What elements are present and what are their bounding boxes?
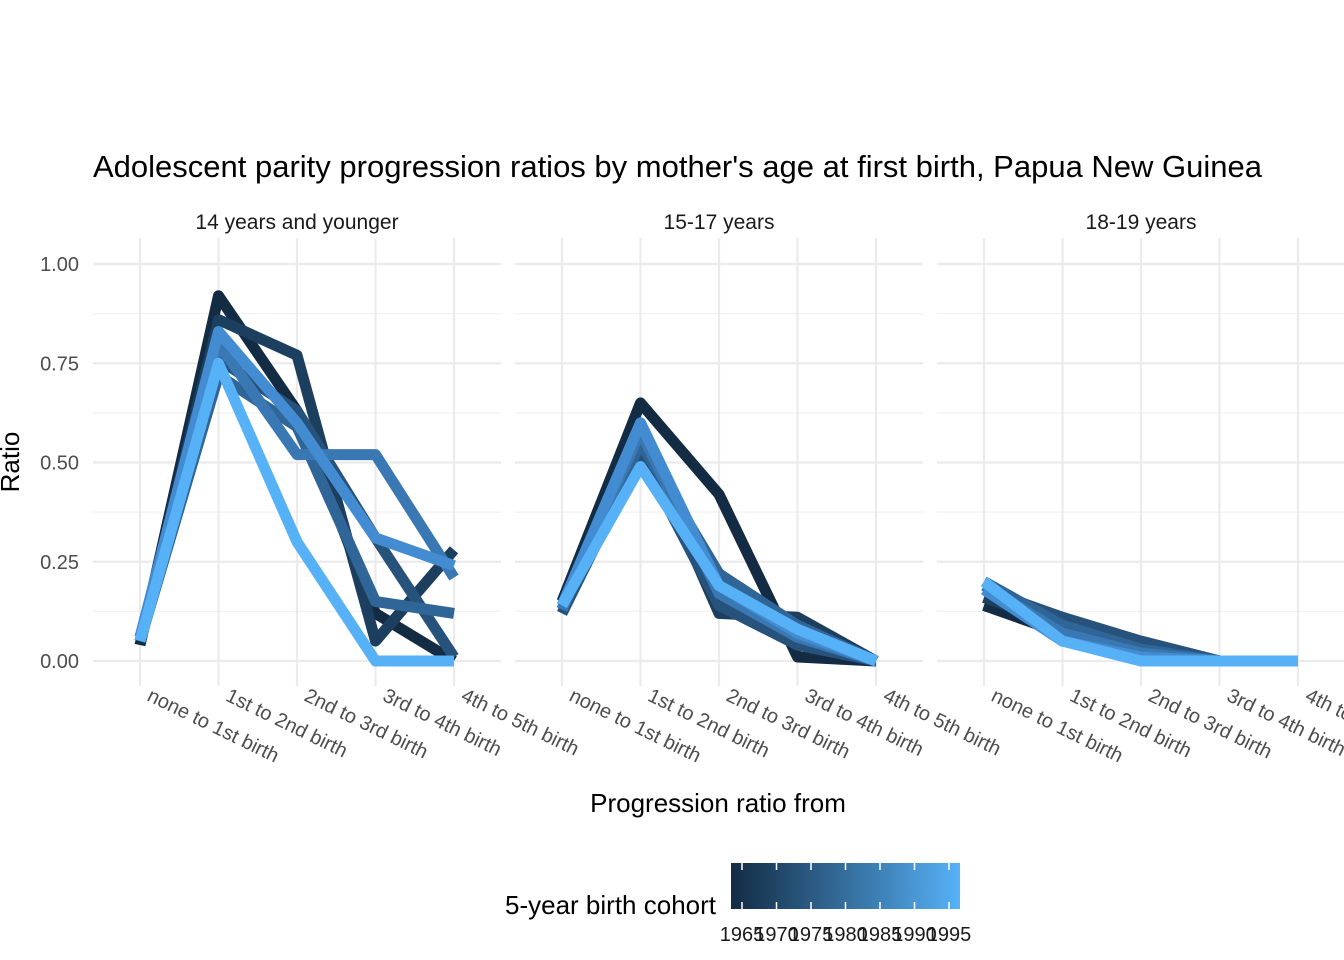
legend-tick-label: 1965 [720, 924, 765, 946]
legend-tick-label: 1980 [823, 924, 868, 946]
legend-tick-label: 1990 [892, 924, 937, 946]
series-line-1995 [980, 577, 1298, 667]
x-axis-title: Progression ratio from [590, 788, 846, 818]
facet-strip-label: 15-17 years [664, 211, 775, 234]
y-tick-label: 1.00 [40, 254, 79, 276]
legend-tick-label: 1985 [858, 924, 903, 946]
legend-title: 5-year birth cohort [505, 890, 717, 920]
y-axis: 0.00 0.25 0.50 0.75 1.00 [40, 254, 79, 673]
facet-strip-label: 14 years and younger [195, 211, 398, 234]
x-tick-label: none to 1st birth [144, 685, 283, 768]
x-tick-label: none to 1st birth [988, 685, 1127, 768]
x-tick-label: none to 1st birth [566, 685, 705, 768]
y-tick-label: 0.25 [40, 552, 79, 574]
legend: 5-year birth cohort 19651970197519801985… [505, 863, 971, 946]
series-line-1995 [557, 461, 879, 667]
chart-title: Adolescent parity progression ratios by … [93, 149, 1263, 184]
y-axis-title: Ratio [0, 432, 25, 493]
legend-colorbar [731, 863, 960, 909]
legend-tick-label: 1975 [789, 924, 834, 946]
series-line-1990 [134, 326, 456, 639]
y-tick-label: 0.00 [40, 651, 79, 673]
legend-tick-label: 1995 [927, 924, 972, 946]
y-tick-label: 0.75 [40, 353, 79, 375]
series-line-1965 [556, 397, 877, 667]
facet-strip-label: 18-19 years [1086, 211, 1197, 234]
legend-tick-label: 1970 [754, 924, 799, 946]
y-tick-label: 0.50 [40, 453, 79, 475]
series-line-1995 [134, 357, 454, 667]
